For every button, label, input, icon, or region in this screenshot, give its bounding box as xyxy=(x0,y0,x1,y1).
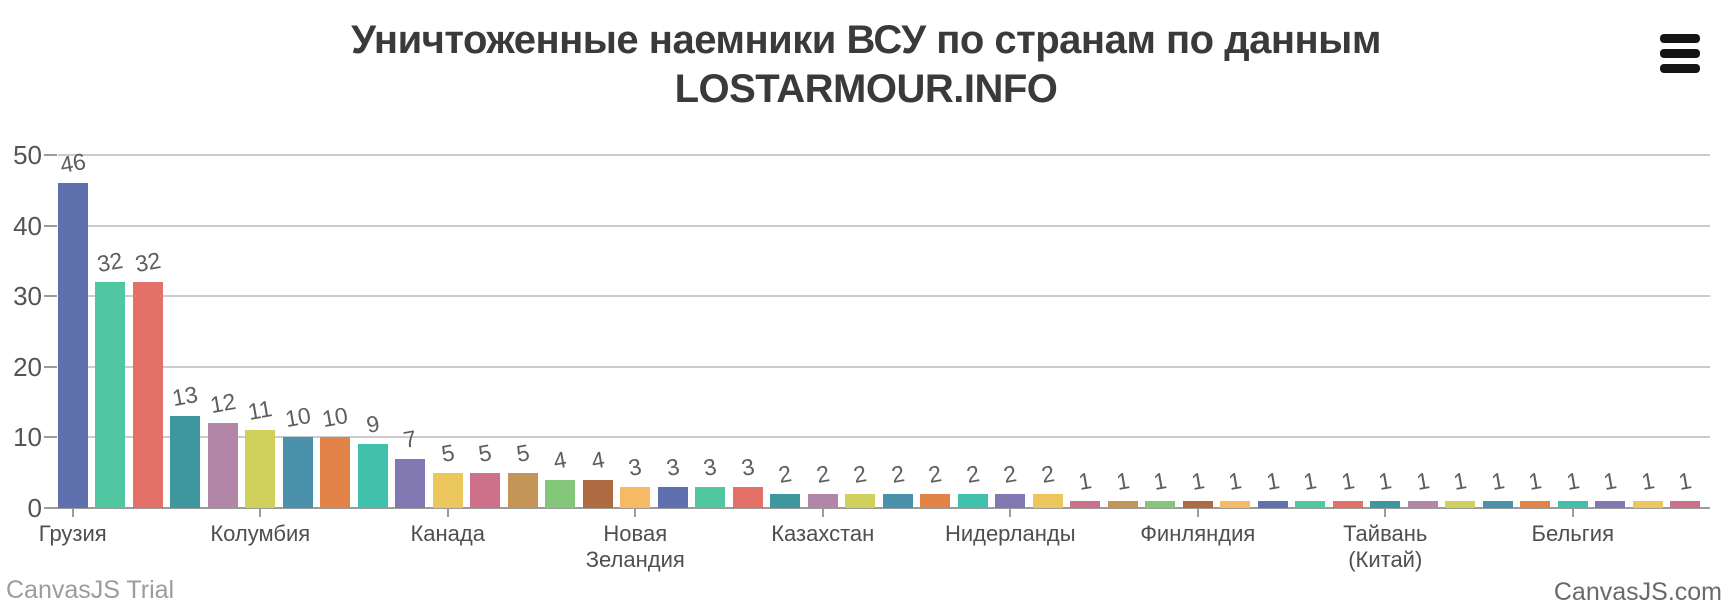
bar-value-label: 46 xyxy=(57,147,88,179)
canvasjs-trial-credit: CanvasJS Trial xyxy=(6,576,175,604)
x-axis-label: Бельгия xyxy=(1531,521,1614,546)
bar-24[interactable] xyxy=(920,494,951,508)
gridline-20 xyxy=(58,365,1710,368)
bar-25[interactable] xyxy=(957,494,988,508)
x-axis-label: Тайвань (Китай) xyxy=(1343,521,1428,573)
bar-38[interactable] xyxy=(1445,501,1476,508)
bar-36[interactable] xyxy=(1370,501,1401,508)
x-axis-label: Финляндия xyxy=(1140,521,1256,546)
bar-27[interactable] xyxy=(1032,494,1063,508)
x-axis-tick xyxy=(1571,509,1574,517)
chart-title: Уничтоженные наемники ВСУ по странам по … xyxy=(0,16,1732,114)
bar-4[interactable] xyxy=(170,416,201,508)
gridline-30 xyxy=(58,295,1710,298)
bar-29[interactable] xyxy=(1107,501,1138,508)
x-axis-tick xyxy=(259,509,262,517)
menu-bar xyxy=(1660,34,1700,43)
x-axis-tick xyxy=(821,509,824,517)
menu-bar xyxy=(1660,49,1700,58)
bar-44[interactable] xyxy=(1670,501,1701,508)
bar-14[interactable] xyxy=(545,480,576,508)
y-axis-tick-20 xyxy=(44,365,57,368)
x-axis-label: Казахстан xyxy=(771,521,875,546)
x-axis-label: Канада xyxy=(410,521,485,546)
menu-bar xyxy=(1660,64,1700,73)
bar-10[interactable] xyxy=(395,459,426,508)
x-axis-label: Грузия xyxy=(38,521,107,546)
bar-42[interactable] xyxy=(1595,501,1626,508)
x-axis-tick xyxy=(1384,509,1387,517)
y-axis-tick-30 xyxy=(44,295,57,298)
x-axis-tick xyxy=(1196,509,1199,517)
y-axis-label-20: 20 xyxy=(13,351,42,382)
bar-1[interactable] xyxy=(57,183,88,508)
bar-16[interactable] xyxy=(620,487,651,508)
chart-title-line1: Уничтоженные наемники ВСУ по странам по … xyxy=(351,18,1381,62)
bar-6[interactable] xyxy=(245,430,276,508)
chart-title-line2: LOSTARMOUR.INFO xyxy=(674,66,1058,111)
bar-11[interactable] xyxy=(432,473,463,508)
y-axis-label-40: 40 xyxy=(13,210,42,241)
x-axis-tick xyxy=(634,509,637,517)
x-axis-label: Новая Зеландия xyxy=(585,521,685,573)
x-axis-tick xyxy=(446,509,449,517)
bar-21[interactable] xyxy=(807,494,838,508)
bar-8[interactable] xyxy=(320,437,351,508)
bar-31[interactable] xyxy=(1182,501,1213,508)
x-axis-tick xyxy=(71,509,74,517)
bar-22[interactable] xyxy=(845,494,876,508)
bar-23[interactable] xyxy=(882,494,913,508)
bar-15[interactable] xyxy=(582,480,613,508)
x-axis-label: Нидерланды xyxy=(944,521,1076,546)
bar-33[interactable] xyxy=(1257,501,1288,508)
hamburger-menu-icon[interactable] xyxy=(1660,34,1700,74)
bar-9[interactable] xyxy=(357,444,388,508)
y-axis-tick-40 xyxy=(44,224,57,227)
y-axis-label-50: 50 xyxy=(13,140,42,170)
bar-34[interactable] xyxy=(1295,501,1326,508)
y-axis-label-10: 10 xyxy=(13,422,42,453)
bar-40[interactable] xyxy=(1520,501,1551,508)
bar-2[interactable] xyxy=(95,282,126,508)
y-axis-tick-50 xyxy=(44,154,57,156)
bar-30[interactable] xyxy=(1145,501,1176,508)
bar-17[interactable] xyxy=(657,487,688,508)
bar-43[interactable] xyxy=(1632,501,1663,508)
x-axis-line xyxy=(50,507,1710,509)
bar-28[interactable] xyxy=(1070,501,1101,508)
gridline-40 xyxy=(58,224,1710,227)
y-axis-label-30: 30 xyxy=(13,281,42,312)
gridline-10 xyxy=(58,436,1710,439)
bar-13[interactable] xyxy=(507,473,538,508)
bar-12[interactable] xyxy=(470,473,501,508)
bar-35[interactable] xyxy=(1332,501,1363,508)
canvasjs-site-link[interactable]: CanvasJS.com xyxy=(1553,578,1722,606)
y-axis-label-0: 0 xyxy=(27,493,42,523)
y-axis-tick-10 xyxy=(44,436,57,439)
bar-41[interactable] xyxy=(1557,501,1588,508)
bar-5[interactable] xyxy=(207,423,238,508)
bar-7[interactable] xyxy=(282,437,313,508)
x-axis-tick xyxy=(1009,509,1012,517)
bar-37[interactable] xyxy=(1407,501,1438,508)
bar-18[interactable] xyxy=(695,487,726,508)
bar-26[interactable] xyxy=(995,494,1026,508)
bar-32[interactable] xyxy=(1220,501,1251,508)
bar-3[interactable] xyxy=(132,282,163,508)
gridline-50 xyxy=(58,154,1710,156)
bar-19[interactable] xyxy=(732,487,763,508)
bar-39[interactable] xyxy=(1482,501,1513,508)
bar-20[interactable] xyxy=(770,494,801,508)
x-axis-label: Колумбия xyxy=(210,521,311,546)
